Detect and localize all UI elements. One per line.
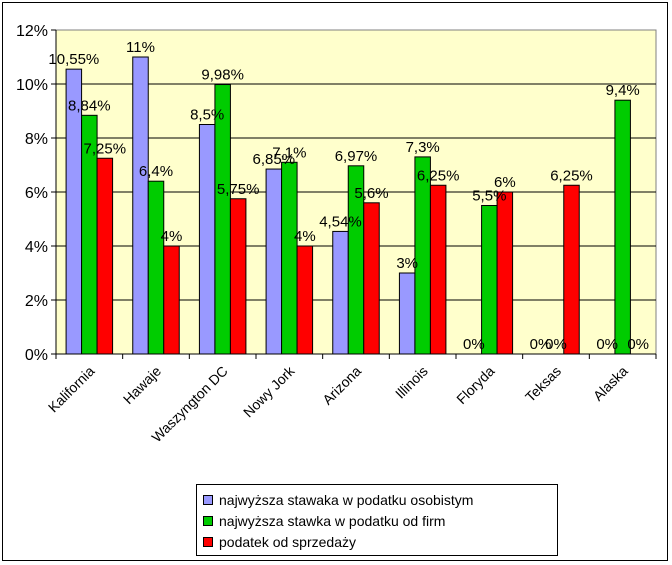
y-tick-label: 0% [25, 347, 48, 364]
data-label: 3% [396, 255, 418, 272]
data-label: 6,97% [335, 148, 378, 165]
x-category-label: Illinois [392, 363, 431, 402]
data-label: 6,85% [253, 151, 296, 168]
bar [96, 157, 114, 355]
x-category-label: Kalifornia [45, 363, 98, 416]
legend-label-corporate-tax: najwyższa stawka w podatku od firm [219, 512, 446, 529]
y-tick-label: 8% [25, 131, 48, 148]
y-tick-label: 6% [25, 185, 48, 202]
x-category-label: Alaska [590, 363, 631, 404]
y-tick-label: 12% [16, 23, 48, 40]
data-label: 6,25% [550, 167, 593, 184]
data-label: 0% [627, 336, 649, 353]
data-label: 6% [494, 174, 516, 191]
bar [481, 205, 498, 355]
data-label: 4,54% [319, 213, 362, 230]
bar [147, 180, 165, 355]
bar [614, 99, 631, 355]
bar [281, 161, 298, 355]
x-category-label: Nowy Jork [240, 362, 298, 420]
data-label: 5,75% [217, 181, 260, 198]
data-label: 6,4% [139, 163, 173, 180]
data-label: 7,3% [406, 139, 440, 156]
data-label: 0% [545, 336, 567, 353]
bar [496, 191, 514, 355]
data-label: 5,5% [472, 188, 506, 205]
x-category-label: Floryda [453, 363, 497, 407]
data-label: 11% [126, 39, 155, 56]
data-label: 8,5% [190, 107, 224, 124]
bar [214, 84, 231, 355]
x-category-label: Hawaje [120, 363, 164, 407]
bar [429, 184, 447, 355]
data-label: 6,25% [417, 167, 460, 184]
data-label: 4% [161, 228, 183, 245]
bar [265, 168, 283, 355]
legend-swatch-corporate-tax [203, 515, 213, 526]
bar [198, 124, 216, 355]
data-label: 9,4% [606, 82, 640, 99]
bar [163, 245, 180, 355]
legend-label-sales-tax: podatek od sprzedaży [219, 533, 356, 550]
data-label: 4% [294, 228, 316, 245]
data-label: 7,1% [272, 144, 306, 161]
legend-swatch-personal-tax [203, 494, 213, 505]
legend-item-corporate-tax: najwyższa stawka w podatku od firm [203, 510, 551, 531]
y-tick-label: 2% [25, 293, 48, 310]
data-label: 7,25% [84, 140, 127, 157]
data-labels: 10,55% 8,84% 7,25% 11% 6,4% 4% 8,5% 9,98% 5,75% 6… [48, 39, 649, 353]
y-axis: 0% 2% 4% 6% 8% 10% 12% [16, 23, 57, 364]
x-category-label: Teksas [522, 363, 564, 405]
bar [398, 272, 416, 355]
legend-item-sales-tax: podatek od sprzedaży [203, 531, 551, 552]
bar [296, 245, 314, 355]
data-label: 10,55% [48, 51, 99, 68]
data-label: 8,84% [68, 97, 111, 114]
bars [65, 56, 631, 355]
legend-swatch-sales-tax [203, 536, 213, 547]
data-label: 0% [596, 336, 618, 353]
x-category-label: Arizona [319, 363, 364, 408]
legend-label-personal-tax: najwyższa stawaka w podatku osobistym [219, 491, 474, 508]
data-label: 9,98% [201, 67, 244, 84]
data-label: 0% [463, 336, 485, 353]
bar-chart: 0%2%4%6%8%10%12% Kalifornia HawajeWaszyng… [16, 23, 657, 445]
data-label: 5,6% [354, 185, 388, 202]
bar [563, 184, 580, 355]
bar [363, 202, 380, 355]
legend: najwyższa stawaka w podatku osobistym na… [196, 484, 558, 556]
legend-item-personal-tax: najwyższa stawaka w podatku osobistym [203, 489, 551, 510]
bar [229, 198, 247, 355]
y-tick-label: 4% [25, 239, 48, 256]
bar [132, 56, 149, 355]
y-tick-label: 10% [16, 77, 48, 94]
data-label: 0% [530, 336, 552, 353]
bar [332, 230, 349, 355]
